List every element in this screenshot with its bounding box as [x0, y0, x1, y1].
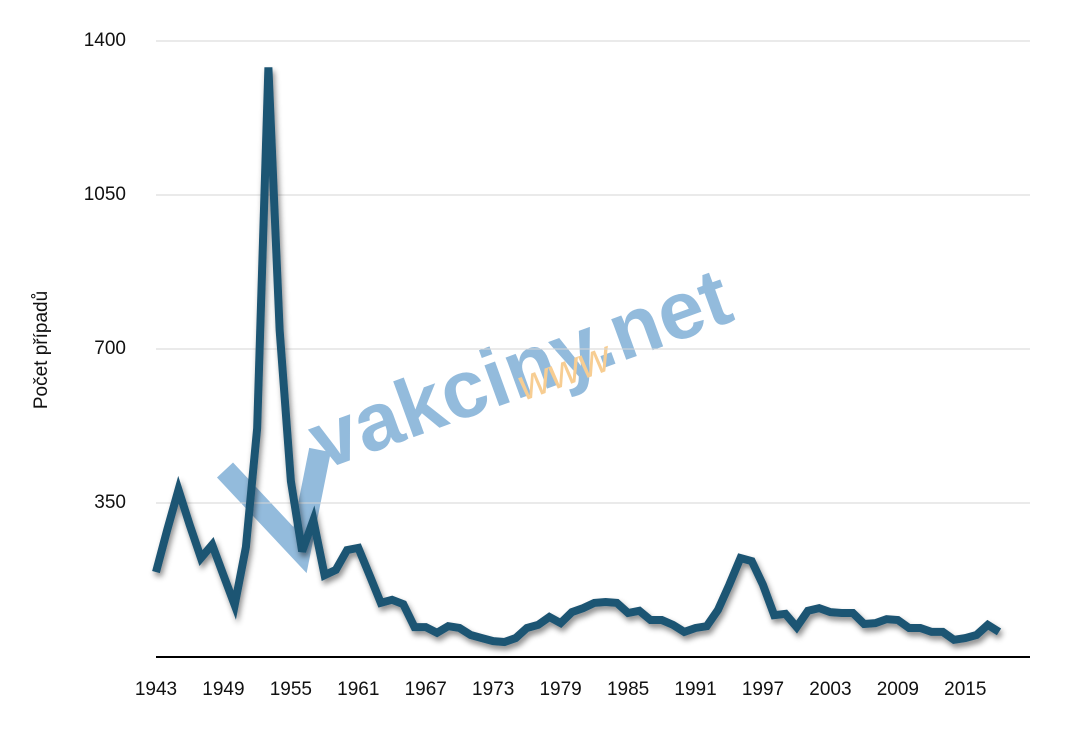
x-tick-label: 1973 — [472, 679, 514, 700]
y-tick-label: 700 — [94, 338, 126, 359]
x-tick-label: 1949 — [202, 679, 244, 700]
x-tick-label: 1943 — [135, 679, 177, 700]
x-tick-label: 2003 — [809, 679, 851, 700]
y-tick-label: 1050 — [84, 184, 126, 205]
x-tick-label: 1997 — [742, 679, 784, 700]
y-axis-label: Počet případů — [31, 291, 52, 409]
x-tick-label: 1979 — [539, 679, 581, 700]
x-tick-label: 1985 — [607, 679, 649, 700]
y-tick-label: 1400 — [84, 30, 126, 51]
watermark: vakciny.net www — [216, 251, 743, 574]
x-tick-label: 2015 — [944, 679, 986, 700]
data-line — [152, 67, 1002, 647]
x-tick-label: 2009 — [877, 679, 919, 700]
x-tick-label: 1967 — [405, 679, 447, 700]
x-tick-label: 1991 — [674, 679, 716, 700]
x-tick-label: 1955 — [270, 679, 312, 700]
y-tick-label: 350 — [94, 492, 126, 513]
x-tick-label: 1961 — [337, 679, 379, 700]
